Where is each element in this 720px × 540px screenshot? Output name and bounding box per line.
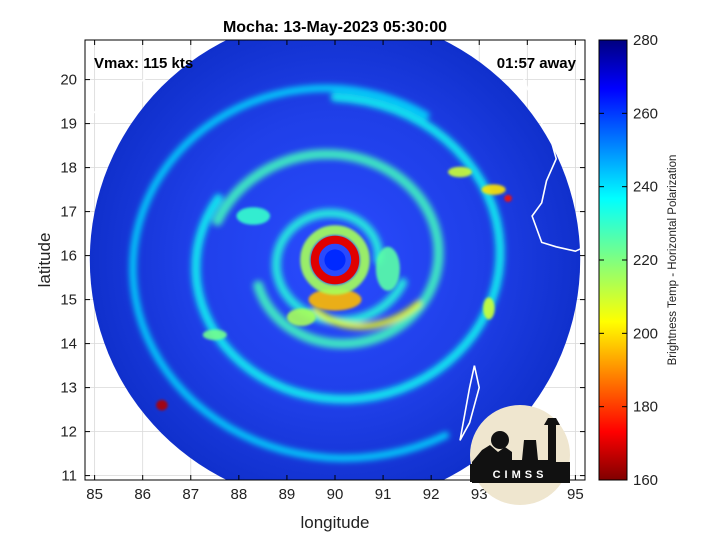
convective-core (308, 288, 362, 311)
convective-core (375, 246, 400, 291)
eyewall-outer (300, 225, 370, 295)
coastlines (85, 40, 585, 441)
eye-center (324, 249, 346, 271)
southern-band (311, 300, 422, 330)
y-tick-label: 11 (61, 468, 77, 485)
x-tick-label: 95 (567, 486, 584, 503)
y-tick-label: 18 (60, 160, 77, 177)
x-tick-label: 86 (134, 486, 151, 503)
y-tick-label: 17 (60, 204, 77, 221)
x-tick-label: 93 (471, 486, 488, 503)
colorbar-ticks: 160 180 200 220 240 260 280 (599, 32, 658, 489)
x-tick-label: 88 (231, 486, 248, 503)
x-tick-label: 91 (375, 486, 392, 503)
convective-core (483, 297, 495, 320)
y-tick-label: 14 (60, 336, 77, 353)
chart-title: Mocha: 13-May-2023 05:30:00 (223, 19, 447, 36)
y-tick-label: 15 (60, 292, 77, 309)
y-tick-label: 19 (60, 116, 77, 133)
colorbar-tick-label: 240 (633, 179, 658, 196)
x-axis-label: longitude (300, 513, 369, 532)
coastline-segment (85, 52, 182, 120)
time-offset-annotation: 01:57 away (497, 55, 577, 72)
plot-area (85, 40, 585, 480)
logo-dish (491, 431, 509, 449)
eyewall (310, 235, 360, 285)
x-tick-label: 89 (279, 486, 296, 503)
convective-core (236, 207, 271, 225)
y-axis: 11 12 13 14 15 16 17 18 19 20 (60, 72, 585, 485)
x-tick-label: 92 (423, 486, 440, 503)
coastline-segment (459, 365, 481, 441)
vmax-annotation: Vmax: 115 kts (94, 55, 193, 72)
distant-rainband (129, 84, 450, 462)
logo-band (470, 464, 570, 482)
logo-text: CIMSS (493, 469, 548, 481)
convective-core (202, 329, 227, 341)
colorbar-tick-label: 200 (633, 325, 658, 342)
x-tick-label: 87 (182, 486, 199, 503)
convective-core (447, 166, 473, 178)
middle-rainband (212, 149, 444, 349)
y-tick-label: 16 (60, 248, 77, 265)
coastline-segment (493, 40, 585, 253)
convective-core (504, 194, 512, 202)
colorbar-tick-label: 260 (633, 105, 658, 122)
x-tick-label: 90 (327, 486, 344, 503)
outer-rainband (191, 92, 505, 404)
y-axis-label: latitude (35, 233, 54, 288)
y-tick-label: 20 (60, 72, 77, 89)
convective-core (286, 308, 316, 327)
inner-rainband (271, 208, 408, 326)
convective-core (156, 399, 168, 411)
y-tick-label: 13 (60, 380, 77, 397)
storm-eye (300, 225, 370, 295)
x-tick-label: 85 (86, 486, 103, 503)
convective-core (481, 184, 506, 195)
colorbar-tick-label: 180 (633, 399, 658, 416)
colorbar-tick-label: 280 (633, 32, 658, 49)
y-tick-label: 12 (60, 424, 77, 441)
colorbar-label: Brightness Temp - Horizontal Polarizatio… (667, 155, 679, 366)
colorbar: 160 180 200 220 240 260 280 Brightness Temp - … (598, 32, 679, 489)
rainband-features (129, 84, 505, 462)
cimss-logo: CIMSS (470, 405, 570, 505)
brightness-temp-swath (89, 40, 581, 480)
colorbar-tick-label: 160 (633, 472, 658, 489)
colorbar-tick-label: 220 (633, 252, 658, 269)
convective-cores (156, 166, 512, 411)
